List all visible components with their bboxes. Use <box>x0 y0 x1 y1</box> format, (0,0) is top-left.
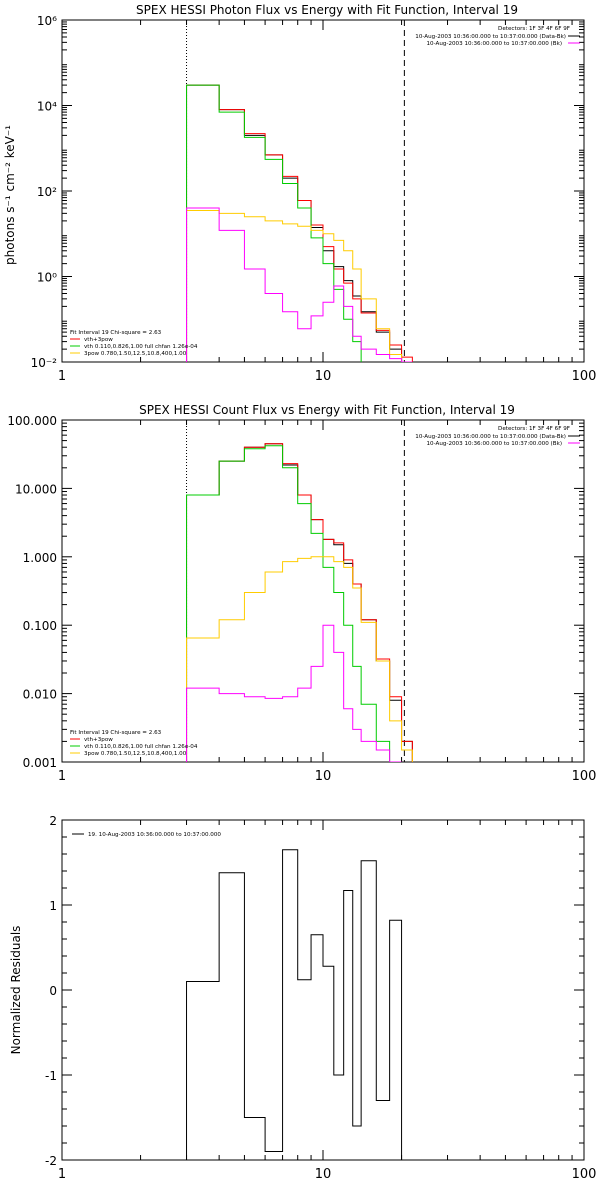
y-tick-label: 10⁴ <box>37 100 57 114</box>
count-flux-title: SPEX HESSI Count Flux vs Energy with Fit… <box>139 403 515 417</box>
y-tick-label: 1 <box>49 899 57 913</box>
y-tick-label: 0.001 <box>23 756 57 770</box>
series-3pow <box>186 209 413 362</box>
series-line <box>186 209 413 362</box>
y-tick-label: 10⁰ <box>37 271 57 285</box>
y-tick-label: 10⁻² <box>31 356 58 370</box>
legend-entry-label: 10-Aug-2003 10:36:00.000 to 10:37:00.000… <box>426 441 562 447</box>
residuals-ylabel: Normalized Residuals <box>9 926 23 1055</box>
legend-detectors: Detectors: 1F 3F 4F 6F 9F <box>498 426 570 432</box>
y-tick-label: 0.010 <box>23 688 57 702</box>
legend-entry-label: vth+3pow <box>84 737 113 743</box>
legend-entry-label: 19. 10-Aug-2003 10:36:00.000 to 10:37:00… <box>88 832 221 838</box>
legend-entry-label: 10-Aug-2003 10:36:00.000 to 10:37:00.000… <box>415 434 566 440</box>
series-line <box>186 443 413 762</box>
y-tick-label: 100.000 <box>7 414 57 428</box>
photon-flux-title: SPEX HESSI Photon Flux vs Energy with Fi… <box>136 3 518 17</box>
legend-entry-label: vth 0.110,0.826,1.00 full chfan 1.26e-04 <box>84 744 198 750</box>
series-vth-3pow <box>186 84 413 362</box>
x-tick-label: 100 <box>572 769 597 784</box>
y-tick-label: -1 <box>45 1069 57 1083</box>
x-tick-label: 1 <box>58 769 66 784</box>
y-tick-label: 10⁶ <box>37 14 57 28</box>
legend-entry-label: 3pow 0.780,1.50,12.5,10.8,400,1.00 <box>84 751 187 757</box>
x-tick-label: 1 <box>58 1167 66 1182</box>
legend-entry-label: 10-Aug-2003 10:36:00.000 to 10:37:00.000… <box>426 41 562 47</box>
series-bk <box>186 624 402 762</box>
series-line <box>186 84 377 362</box>
legend-detectors: Detectors: 1F 3F 4F 6F 9F <box>498 26 570 32</box>
photon-flux-ylabel: photons s⁻¹ cm⁻² keV⁻¹ <box>3 125 17 265</box>
y-tick-label: -2 <box>45 1154 57 1168</box>
legend-entry-label: vth 0.110,0.826,1.00 full chfan 1.26e-04 <box>84 344 198 350</box>
x-tick-label: 10 <box>315 1167 332 1182</box>
series-3pow <box>186 556 413 762</box>
series-vth-3pow <box>186 443 413 762</box>
x-tick-label: 100 <box>572 369 597 384</box>
x-tick-label: 1 <box>58 369 66 384</box>
series-line <box>186 624 402 762</box>
series-line <box>186 556 413 762</box>
legend-entry-label: 10-Aug-2003 10:36:00.000 to 10:37:00.000… <box>415 34 566 40</box>
series-bk <box>186 207 413 362</box>
legend-fit-header: Fit Interval 19 Chi-square = 2.63 <box>70 330 162 336</box>
series-line <box>186 207 413 362</box>
residuals-panel: Normalized Residuals 1 10 100 -2 -1 0 1 2 19. 10… <box>9 814 596 1182</box>
series-line <box>186 849 403 1160</box>
y-tick-label: 2 <box>49 814 57 828</box>
count-flux-panel: SPEX HESSI Count Flux vs Energy with Fit… <box>7 403 596 784</box>
series-line <box>186 84 413 362</box>
y-tick-label: 0 <box>49 984 57 998</box>
legend-entry-label: vth+3pow <box>84 337 113 343</box>
photon-flux-panel: SPEX HESSI Photon Flux vs Energy with Fi… <box>3 3 596 384</box>
x-tick-label: 10 <box>315 369 332 384</box>
x-tick-label: 100 <box>572 1167 597 1182</box>
series-line <box>186 445 391 762</box>
series-vth <box>186 84 377 362</box>
y-tick-label: 10² <box>37 185 57 199</box>
y-tick-label: 10.000 <box>15 482 57 496</box>
series-vth <box>186 445 391 762</box>
legend-entry-label: 3pow 0.780,1.50,12.5,10.8,400,1.00 <box>84 351 187 357</box>
legend-fit-header: Fit Interval 19 Chi-square = 2.63 <box>70 730 162 736</box>
y-tick-label: 0.100 <box>23 619 57 633</box>
y-tick-label: 1.000 <box>23 551 57 565</box>
series-19-10-aug-2003-10-36-00-000-to-10-37-00-000 <box>186 849 403 1160</box>
x-tick-label: 10 <box>315 769 332 784</box>
